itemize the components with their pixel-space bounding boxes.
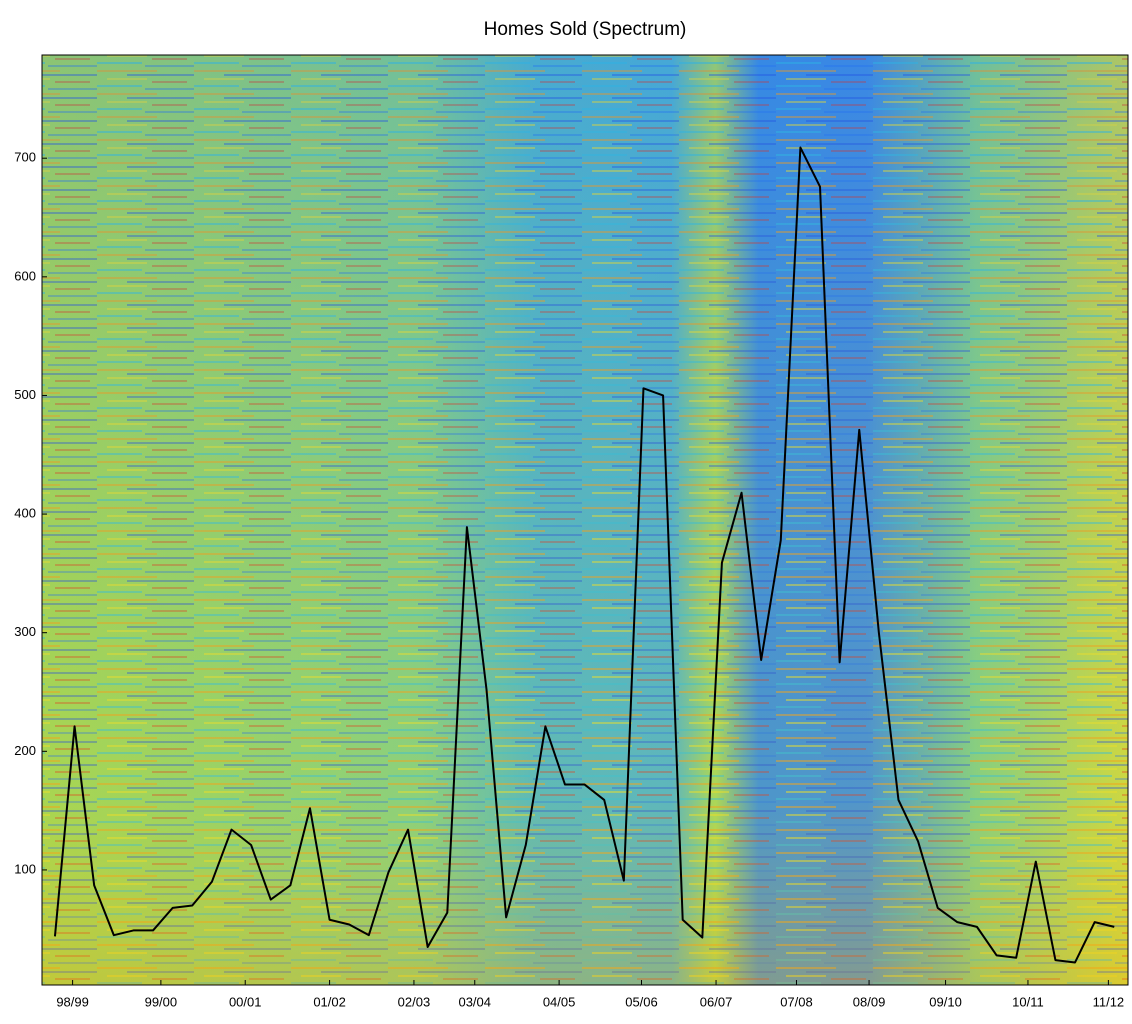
x-tick-label: 04/05 bbox=[543, 994, 576, 1009]
x-tick-label: 08/09 bbox=[853, 994, 886, 1009]
spectrum-shade bbox=[42, 55, 1128, 985]
x-tick-label: 02/03 bbox=[398, 994, 431, 1009]
x-tick-label: 10/11 bbox=[1012, 994, 1044, 1009]
x-tick-label: 01/02 bbox=[313, 994, 346, 1009]
x-tick-label: 99/00 bbox=[145, 994, 178, 1009]
x-tick-label: 98/99 bbox=[56, 994, 89, 1009]
y-tick-label: 100 bbox=[14, 861, 36, 876]
y-tick-label: 200 bbox=[14, 743, 36, 758]
y-tick-label: 300 bbox=[14, 624, 36, 639]
x-tick-label: 07/08 bbox=[780, 994, 813, 1009]
chart-title: Homes Sold (Spectrum) bbox=[484, 19, 687, 40]
y-tick-label: 700 bbox=[14, 150, 36, 165]
data-line bbox=[53, 146, 1115, 964]
x-tick-label: 11/12 bbox=[1093, 994, 1125, 1009]
y-tick-label: 500 bbox=[14, 387, 36, 402]
x-tick-label: 03/04 bbox=[458, 994, 491, 1009]
x-tick-label: 06/07 bbox=[700, 994, 733, 1009]
x-tick-label: 00/01 bbox=[229, 994, 262, 1009]
x-tick-label: 09/10 bbox=[929, 994, 962, 1009]
plot-frame bbox=[41, 54, 1129, 986]
y-tick-label: 400 bbox=[14, 506, 36, 521]
x-tick-label: 05/06 bbox=[625, 994, 658, 1009]
y-tick-label: 600 bbox=[14, 268, 36, 283]
